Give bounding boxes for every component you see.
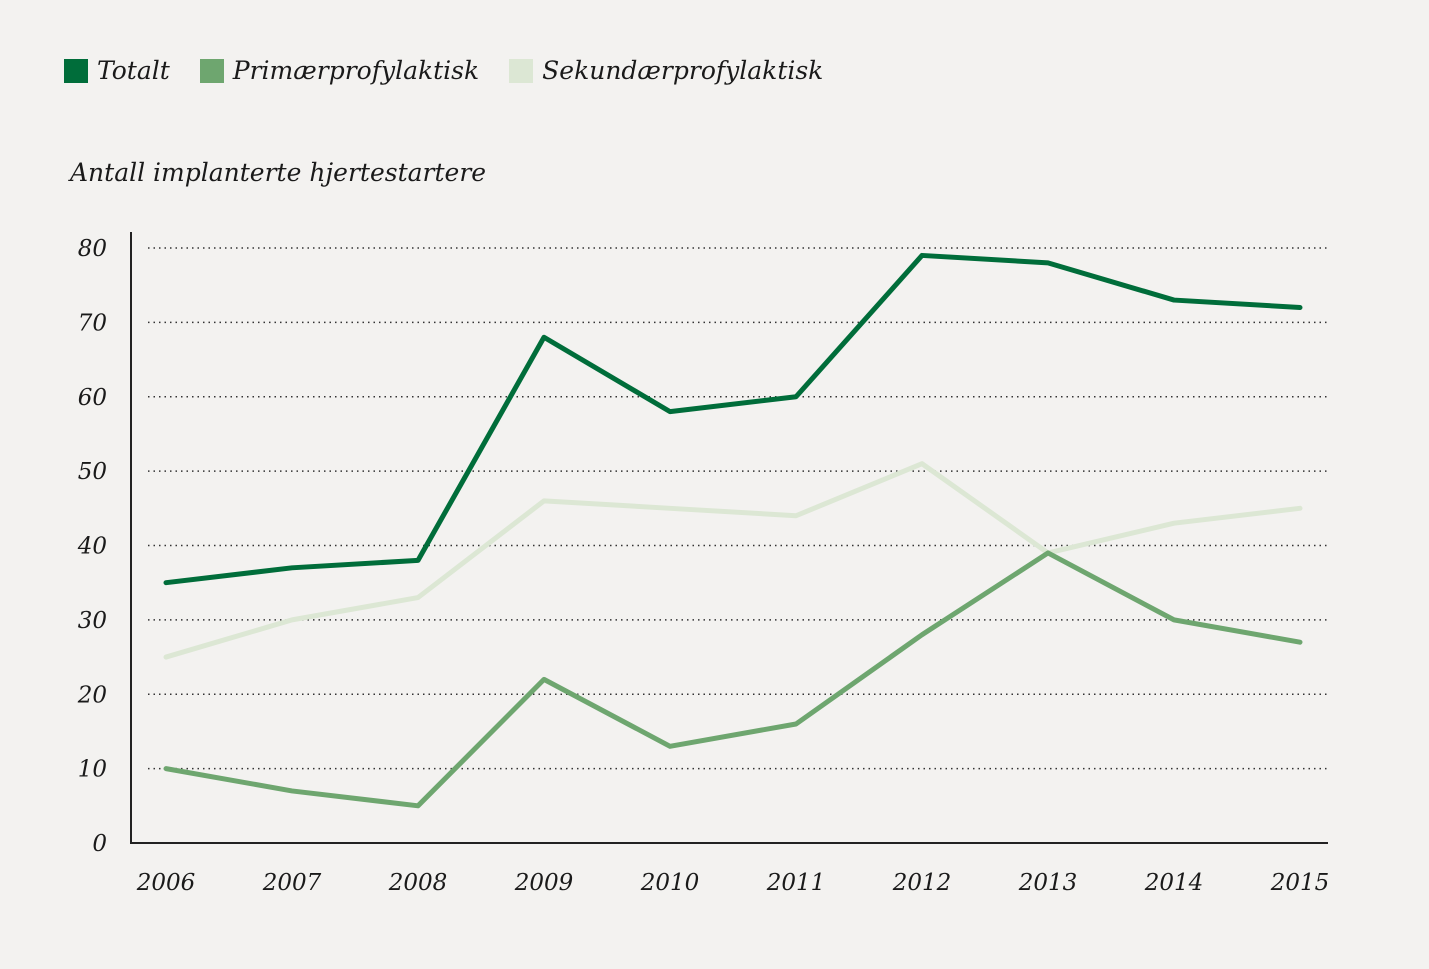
legend-label: Totalt <box>97 56 170 85</box>
x-tick-label: 2007 <box>262 870 322 896</box>
legend-item-primaer: Primærprofylaktisk <box>199 56 480 85</box>
x-tick-label: 2008 <box>388 870 448 896</box>
x-tick-label: 2011 <box>766 870 826 896</box>
x-tick-label: 2009 <box>514 870 574 896</box>
y-tick-label: 20 <box>77 682 107 708</box>
x-tick-label: 2014 <box>1144 870 1204 896</box>
series-line-sekundærprofylaktisk <box>163 461 1303 660</box>
legend-label: Sekundærprofylaktisk <box>542 56 824 85</box>
x-tick-label: 2010 <box>640 870 700 896</box>
y-tick-label: 70 <box>78 310 107 336</box>
y-tick-label: 0 <box>92 831 107 857</box>
x-tick-label: 2006 <box>136 870 196 896</box>
y-tick-label: 10 <box>78 757 107 783</box>
legend: Totalt Primærprofylaktisk Sekundærprofyl… <box>64 56 823 85</box>
legend-swatch <box>509 58 534 83</box>
legend-label: Primærprofylaktisk <box>232 56 480 85</box>
y-tick-label: 40 <box>77 534 107 560</box>
x-tick-label: 2012 <box>892 870 952 896</box>
x-tick-label: 2015 <box>1270 870 1330 896</box>
x-tick-label: 2013 <box>1018 870 1078 896</box>
legend-swatch <box>64 58 88 83</box>
y-tick-label: 30 <box>78 608 107 634</box>
y-tick-label: 50 <box>78 459 107 485</box>
y-axis-label: Antall implanterte hjertestartere <box>70 158 487 187</box>
series-line-primærprofylaktisk <box>163 550 1303 809</box>
legend-item-sekundaer: Sekundærprofylaktisk <box>509 56 823 85</box>
y-tick-label: 60 <box>78 385 107 411</box>
legend-swatch <box>199 58 224 83</box>
series-line-totalt <box>163 252 1303 586</box>
legend-item-totalt: Totalt <box>64 56 170 85</box>
y-tick-label: 80 <box>78 236 107 262</box>
